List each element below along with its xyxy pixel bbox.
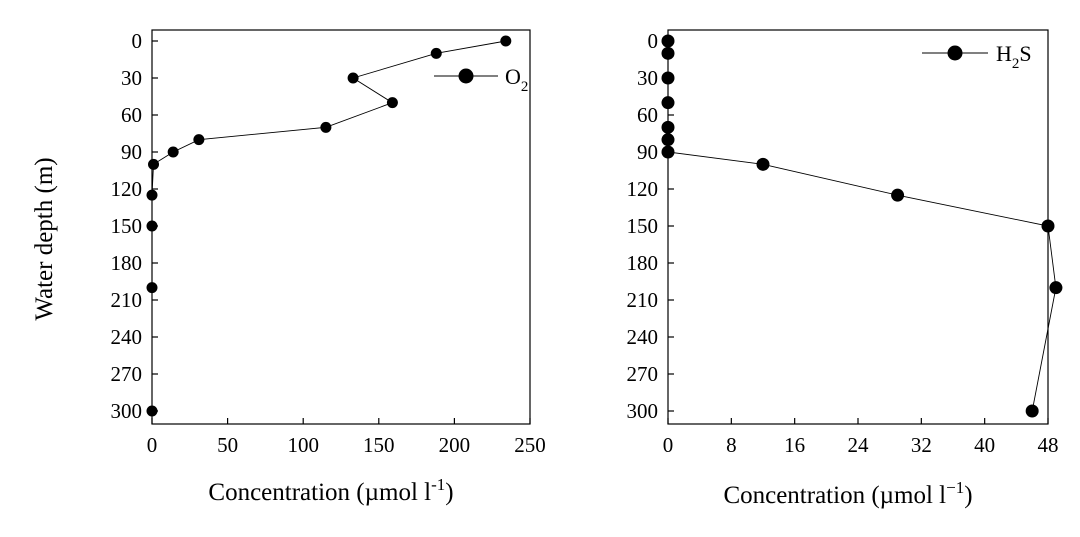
- y-tick-label: 90: [637, 140, 658, 164]
- data-point: [193, 134, 205, 146]
- y-tick-label: 180: [627, 251, 659, 275]
- y-tick-label: 270: [111, 362, 143, 386]
- data-point: [320, 121, 332, 133]
- y-tick-label: 30: [637, 66, 658, 90]
- x-axis-title: Concentration (µmol l−1): [723, 478, 972, 509]
- data-point: [146, 282, 158, 294]
- x-tick-label: 150: [363, 433, 395, 457]
- legend-marker: [458, 68, 474, 84]
- data-point: [661, 46, 675, 60]
- data-point: [500, 35, 512, 47]
- data-point: [661, 71, 675, 85]
- x-tick-label: 0: [147, 433, 158, 457]
- x-tick-label: 40: [974, 433, 995, 457]
- data-point: [661, 145, 675, 159]
- legend-marker: [947, 45, 963, 61]
- y-tick-label: 30: [121, 66, 142, 90]
- x-tick-label: 8: [726, 433, 737, 457]
- data-point: [1049, 281, 1063, 295]
- data-point: [167, 146, 179, 158]
- x-tick-label: 16: [784, 433, 805, 457]
- data-point: [1025, 404, 1039, 418]
- data-point: [661, 34, 675, 48]
- y-tick-label: 120: [111, 177, 143, 201]
- y-tick-label: 240: [111, 325, 143, 349]
- data-point: [661, 120, 675, 134]
- legend: H2S: [922, 41, 1032, 72]
- x-tick-label: 50: [217, 433, 238, 457]
- plot-frame: [151, 29, 531, 425]
- x-axis-title: Concentration (µmol l-1): [208, 475, 453, 506]
- y-tick-label: 270: [627, 362, 659, 386]
- x-tick-label: 24: [848, 433, 870, 457]
- y-tick-label: 0: [648, 29, 659, 53]
- legend: O2: [434, 64, 528, 95]
- y-axis-title: Water depth (m): [31, 157, 58, 320]
- data-point: [661, 133, 675, 147]
- data-point: [347, 72, 359, 84]
- data-point: [756, 157, 770, 171]
- y-tick-label: 60: [121, 103, 142, 127]
- data-point: [430, 47, 442, 59]
- y-tick-label: 120: [627, 177, 659, 201]
- legend-label: H2S: [996, 41, 1032, 72]
- data-point: [146, 220, 158, 232]
- y-tick-label: 210: [627, 288, 659, 312]
- x-tick-label: 0: [663, 433, 674, 457]
- data-point: [1041, 219, 1055, 233]
- data-point: [661, 96, 675, 110]
- x-tick-label: 32: [911, 433, 932, 457]
- y-tick-label: 150: [627, 214, 659, 238]
- data-point: [386, 97, 398, 109]
- x-tick-label: 48: [1038, 433, 1059, 457]
- data-point: [891, 188, 905, 202]
- y-tick-label: 150: [111, 214, 143, 238]
- data-point: [146, 405, 158, 417]
- x-tick-label: 250: [514, 433, 546, 457]
- y-tick-label: 180: [111, 251, 143, 275]
- data-point: [148, 158, 160, 170]
- y-tick-label: 300: [111, 399, 143, 423]
- y-tick-label: 240: [627, 325, 659, 349]
- series-line-O2: [151, 40, 506, 411]
- y-tick-label: 210: [111, 288, 143, 312]
- y-tick-label: 0: [132, 29, 143, 53]
- y-tick-label: 300: [627, 399, 659, 423]
- y-tick-label: 90: [121, 140, 142, 164]
- x-tick-label: 200: [439, 433, 471, 457]
- series-line-H2S: [667, 41, 1057, 412]
- x-tick-label: 100: [287, 433, 319, 457]
- y-tick-label: 60: [637, 103, 658, 127]
- legend-label: O2: [505, 64, 528, 95]
- data-point: [146, 189, 158, 201]
- plot-frame: [667, 29, 1049, 425]
